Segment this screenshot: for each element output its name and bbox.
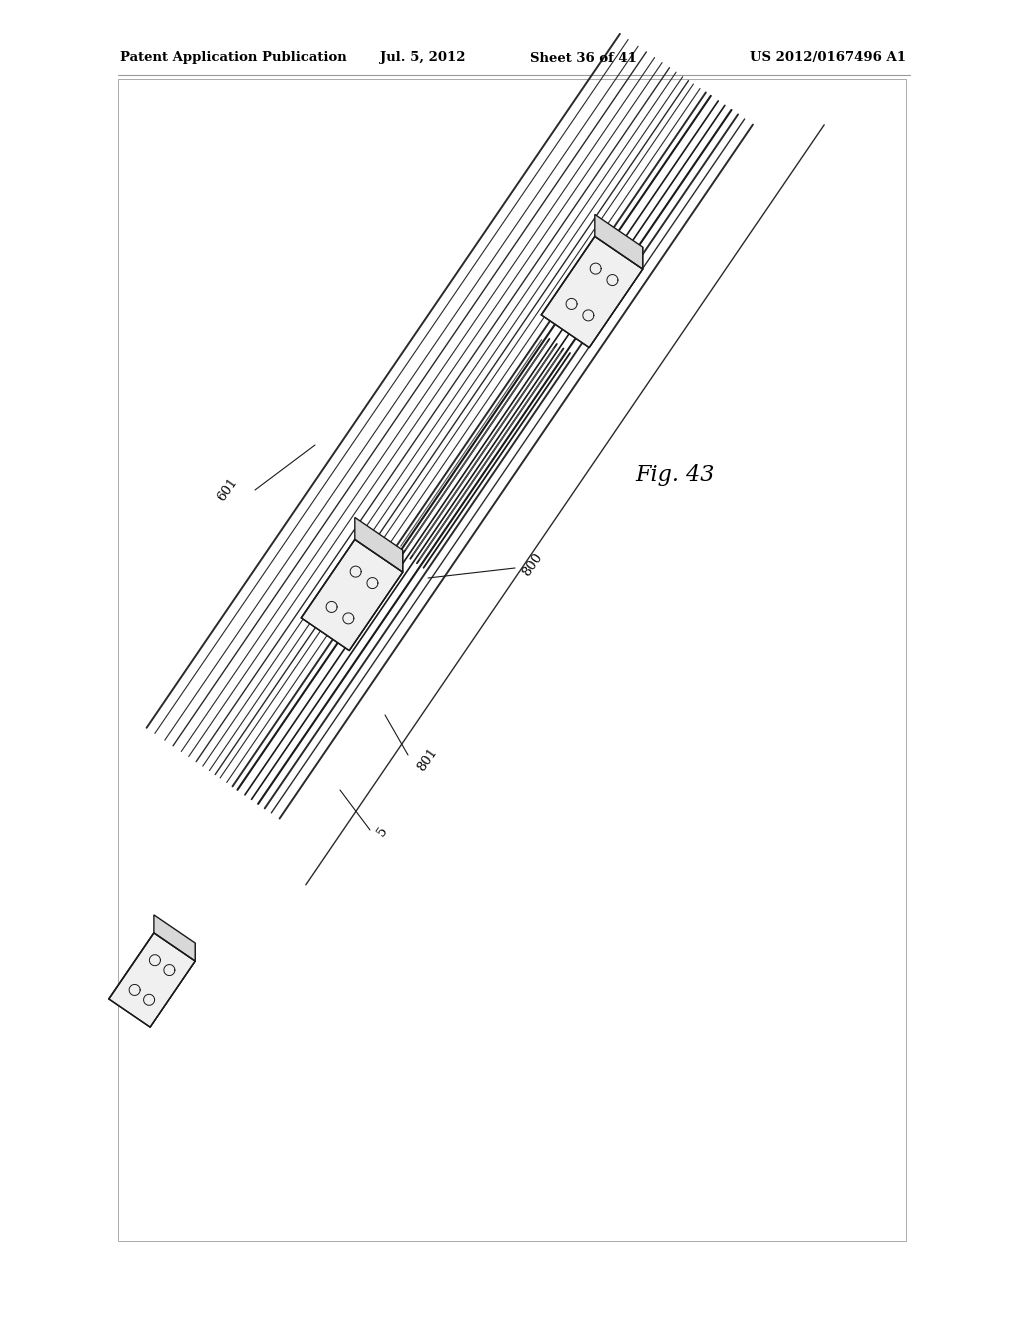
Polygon shape [589,247,643,347]
Polygon shape [349,550,402,651]
Polygon shape [151,942,196,1027]
Text: Jul. 5, 2012: Jul. 5, 2012 [380,51,466,65]
Text: Patent Application Publication: Patent Application Publication [120,51,347,65]
Polygon shape [154,915,196,961]
Text: Sheet 36 of 41: Sheet 36 of 41 [530,51,637,65]
Text: 801: 801 [415,746,440,774]
Bar [118,79,906,1241]
Polygon shape [109,933,196,1027]
Text: 7: 7 [140,1001,150,1012]
Polygon shape [542,236,643,347]
Text: 5: 5 [375,825,390,840]
Polygon shape [595,214,643,269]
Polygon shape [354,517,402,572]
Text: o: o [165,952,171,962]
Polygon shape [301,540,402,651]
Text: 800: 800 [520,550,545,579]
Text: US 2012/0167496 A1: US 2012/0167496 A1 [750,51,906,65]
Text: 601: 601 [215,477,240,504]
Text: Fig. 43: Fig. 43 [635,465,715,486]
Text: 10: 10 [141,981,155,990]
